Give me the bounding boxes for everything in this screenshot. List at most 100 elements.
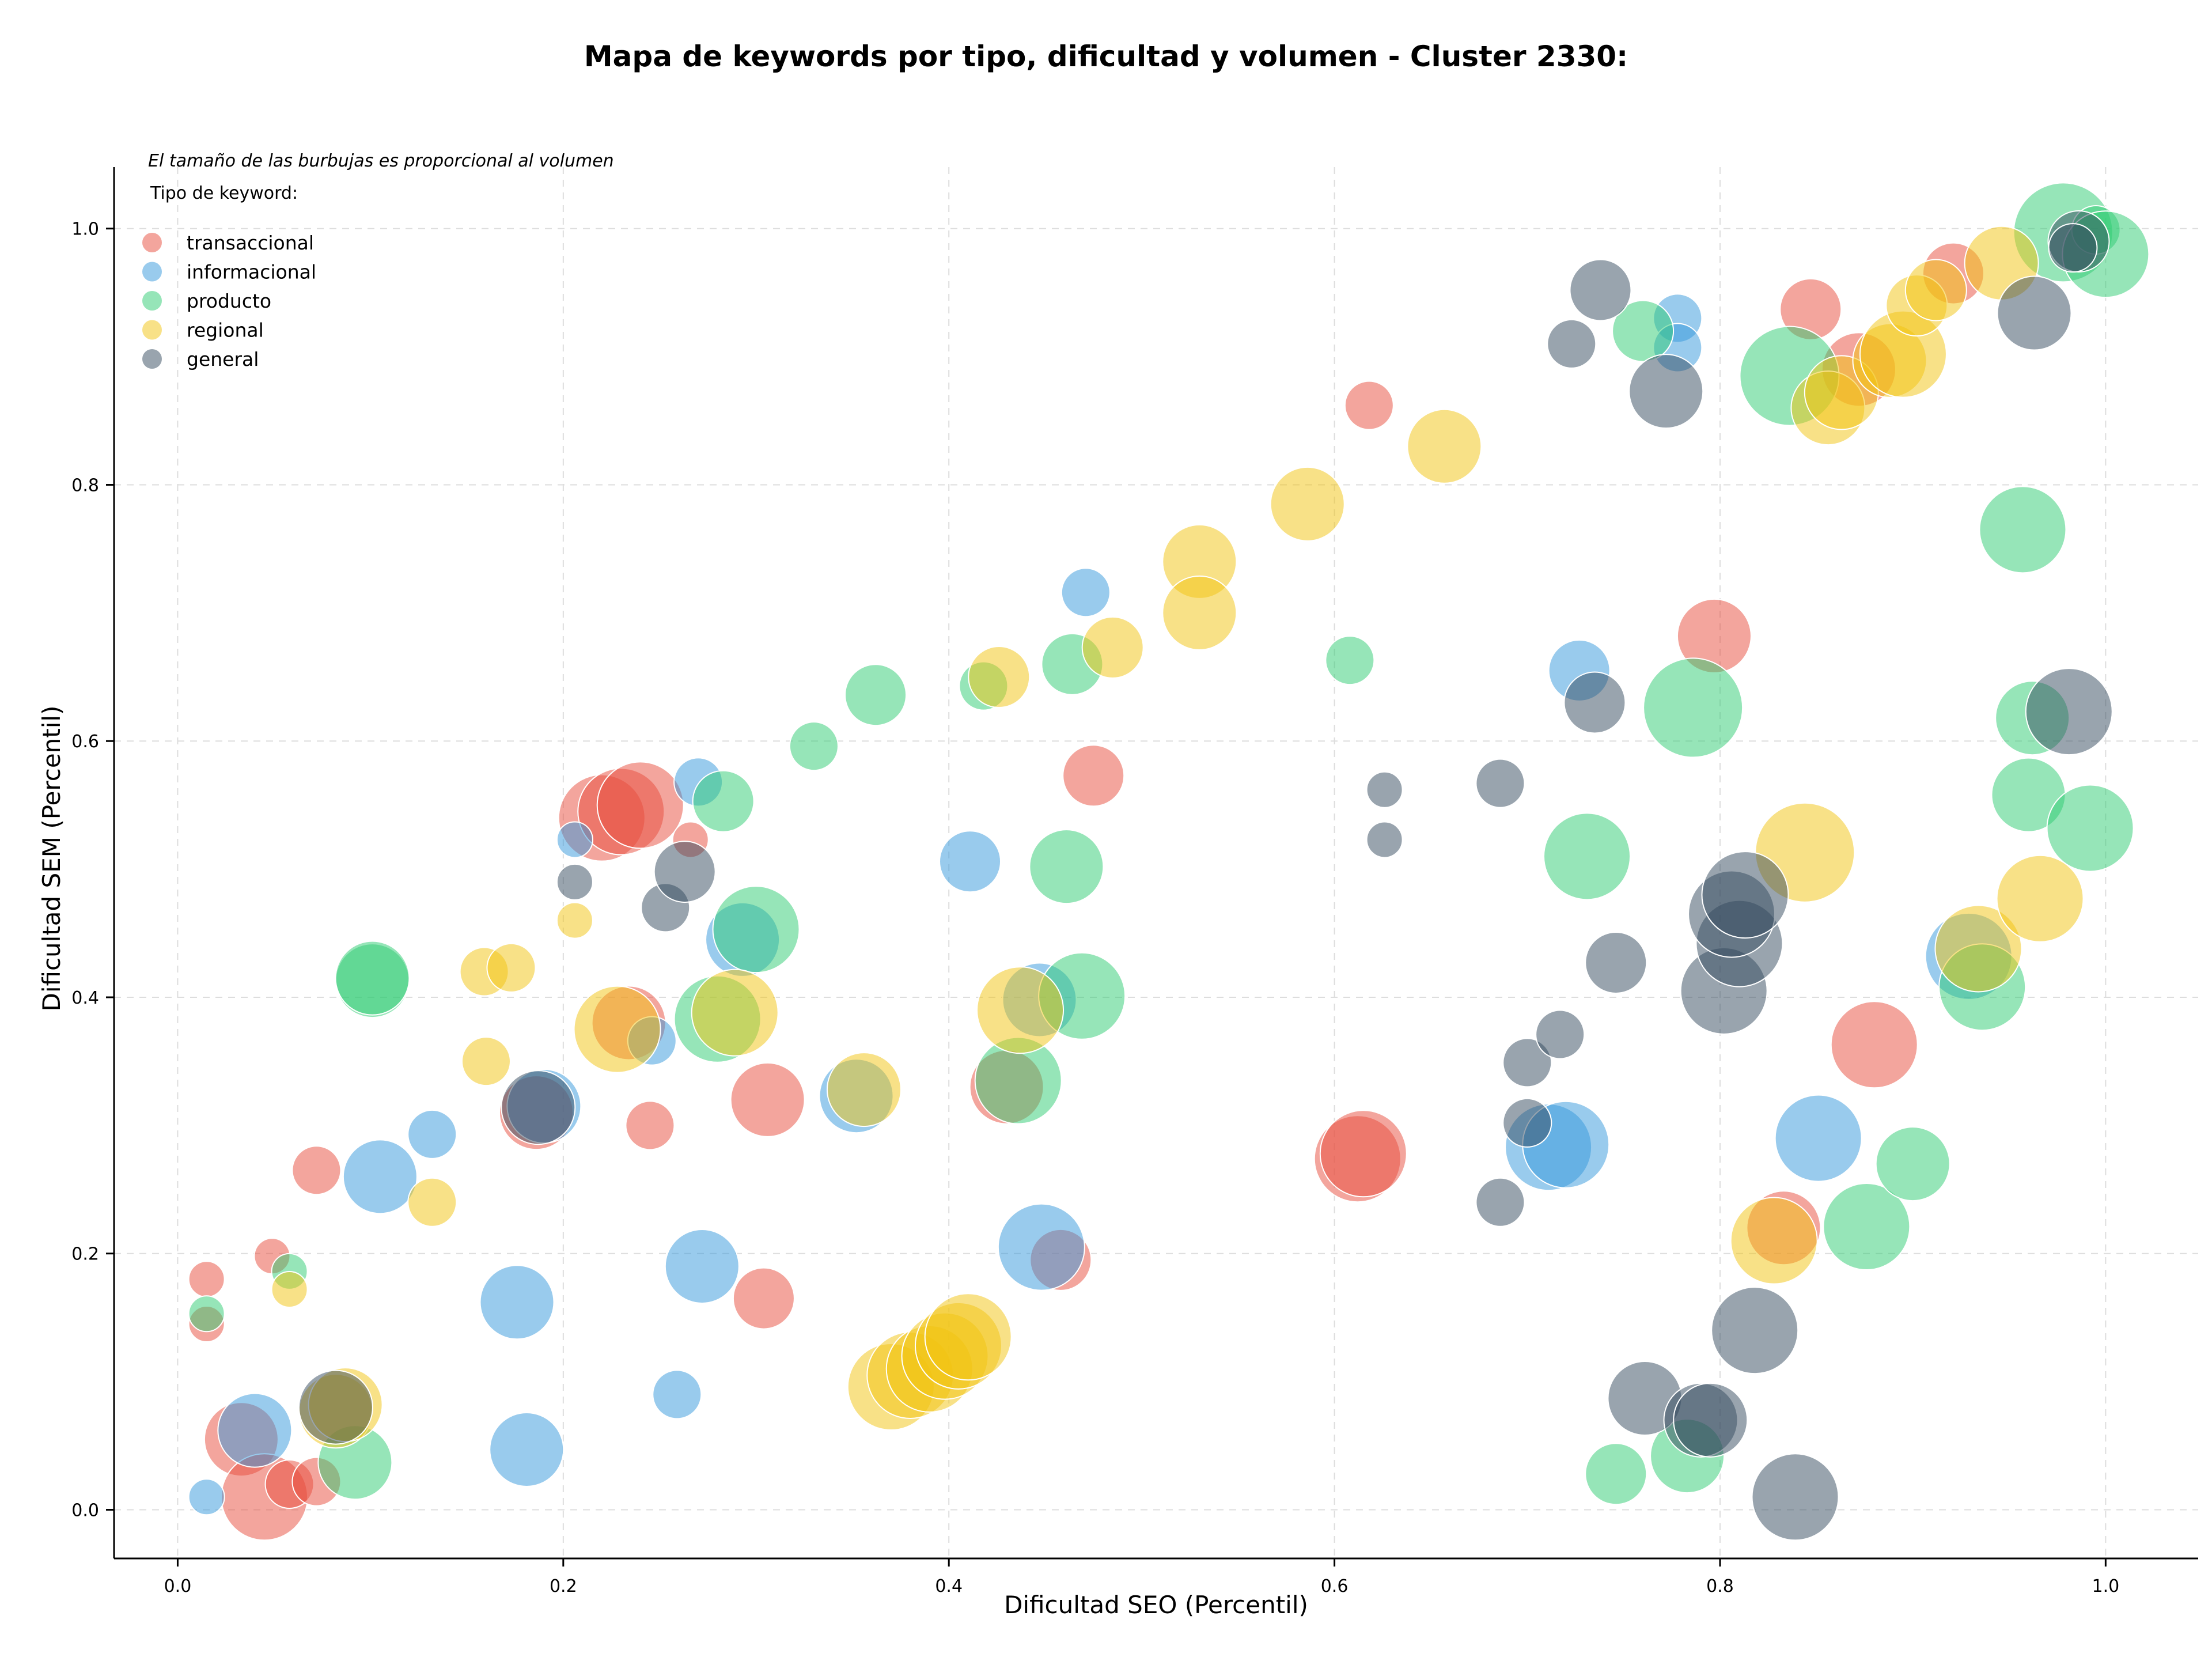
- bubble-regional: [1730, 1197, 1818, 1285]
- bubble-producto: [1543, 812, 1631, 901]
- legend: El tamaño de las burbujas es proporciona…: [142, 151, 614, 370]
- bubble-general: [1751, 1453, 1839, 1541]
- bubble-informacional: [1060, 567, 1111, 618]
- bubble-size-note: El tamaño de las burbujas es proporciona…: [148, 151, 614, 171]
- chart-title: Mapa de keywords por tipo, dificultad y …: [584, 40, 1628, 73]
- y-tick-label: 0.8: [71, 475, 99, 495]
- bubble-general: [1475, 758, 1525, 808]
- bubble-producto: [844, 664, 907, 727]
- bubble-transaccional: [732, 1267, 795, 1330]
- bubble-informacional: [217, 1393, 293, 1468]
- legend-label-producto: producto: [187, 290, 271, 312]
- bubble-regional: [407, 1177, 457, 1227]
- x-tick-label: 0.4: [935, 1576, 963, 1596]
- bubble-general: [1711, 1287, 1799, 1375]
- bubble-regional: [1904, 259, 1967, 321]
- bubble-transaccional: [1344, 380, 1394, 430]
- bubble-transaccional: [188, 1261, 225, 1298]
- bubble-regional: [1407, 408, 1482, 484]
- bubble-informacional: [479, 1265, 555, 1340]
- bubble-informacional: [652, 1369, 702, 1420]
- bubble-general: [1535, 1009, 1585, 1060]
- bubble-regional: [924, 1293, 1012, 1381]
- bubble-regional: [556, 902, 593, 939]
- bubble-general: [556, 863, 593, 901]
- y-tick-label: 1.0: [71, 220, 99, 240]
- y-tick-label: 0.4: [71, 988, 99, 1008]
- legend-title: Tipo de keyword:: [150, 183, 298, 203]
- bubble-producto: [188, 1295, 225, 1333]
- legend-marker-regional: [142, 320, 162, 340]
- bubble-regional: [271, 1271, 308, 1308]
- bubble-regional: [573, 985, 661, 1073]
- y-tick-label: 0.0: [71, 1500, 99, 1520]
- bubble-transaccional: [625, 1100, 675, 1151]
- x-tick-label: 0.0: [164, 1576, 192, 1596]
- x-tick-label: 0.8: [1706, 1576, 1734, 1596]
- bubble-regional: [968, 646, 1031, 709]
- bubble-regional: [1162, 575, 1237, 650]
- bubble-general: [1628, 354, 1704, 429]
- bubble-general: [1569, 259, 1632, 321]
- bubble-producto: [1325, 635, 1375, 686]
- bubble-transaccional: [291, 1145, 342, 1195]
- legend-marker-producto: [142, 291, 162, 311]
- bubble-informacional: [407, 1109, 457, 1159]
- bubble-general: [1366, 821, 1403, 858]
- legend-label-informacional: informacional: [187, 261, 316, 283]
- bubble-general: [1547, 319, 1597, 369]
- bubble-producto: [1875, 1126, 1950, 1202]
- y-axis-label: Dificultad SEM (Percentil): [37, 706, 66, 1012]
- bubble-informacional: [997, 1203, 1085, 1291]
- bubble-producto: [335, 940, 410, 1016]
- bubble-producto: [1823, 1183, 1911, 1271]
- bubble-informacional: [489, 1412, 565, 1487]
- bubble-producto: [1612, 300, 1675, 362]
- bubble-transaccional: [1062, 744, 1125, 807]
- bubble-regional: [691, 968, 779, 1057]
- bubble-informacional: [188, 1478, 225, 1516]
- bubble-producto: [1643, 657, 1744, 758]
- bubble-informacional: [1774, 1094, 1862, 1182]
- bubble-general: [1701, 851, 1789, 939]
- bubble-general: [1366, 771, 1403, 808]
- bubble-producto: [789, 721, 839, 771]
- bubble-transaccional: [596, 761, 684, 849]
- bubble-general: [501, 1070, 576, 1145]
- bubble-informacional: [342, 1139, 418, 1214]
- bubble-general: [1502, 1038, 1552, 1088]
- bubble-general: [1475, 1177, 1525, 1227]
- bubble-informacional: [556, 821, 593, 858]
- bubble-general: [2048, 223, 2098, 273]
- bubble-regional: [1270, 466, 1345, 542]
- bubble-producto: [712, 886, 800, 974]
- legend-marker-transaccional: [142, 233, 162, 252]
- bubble-general: [1563, 671, 1626, 734]
- legend-marker-general: [142, 349, 162, 369]
- bubble-layer: [188, 182, 2150, 1541]
- legend-marker-informacional: [142, 262, 162, 282]
- bubble-regional: [461, 1036, 511, 1087]
- bubble-transaccional: [1319, 1110, 1407, 1198]
- bubble-producto: [692, 770, 755, 833]
- bubble-regional: [486, 943, 536, 993]
- y-tick-label: 0.6: [71, 732, 99, 752]
- bubble-general: [1673, 1382, 1748, 1458]
- bubble-producto: [1585, 1443, 1647, 1505]
- x-tick-label: 1.0: [2092, 1576, 2119, 1596]
- x-axis-label: Dificultad SEO (Percentil): [1004, 1591, 1308, 1619]
- x-tick-label: 0.6: [1321, 1576, 1349, 1596]
- bubble-regional: [976, 966, 1065, 1054]
- bubble-general: [298, 1369, 373, 1445]
- x-tick-label: 0.2: [550, 1576, 577, 1596]
- bubble-regional: [1996, 854, 2084, 943]
- bubble-general: [2025, 668, 2113, 756]
- legend-label-regional: regional: [187, 319, 264, 342]
- legend-label-general: general: [187, 348, 259, 370]
- legend-label-transaccional: transaccional: [187, 232, 314, 254]
- y-tick-label: 0.2: [71, 1244, 99, 1265]
- bubble-producto: [2046, 784, 2134, 872]
- bubble-regional: [1081, 616, 1144, 679]
- bubble-transaccional: [730, 1062, 805, 1137]
